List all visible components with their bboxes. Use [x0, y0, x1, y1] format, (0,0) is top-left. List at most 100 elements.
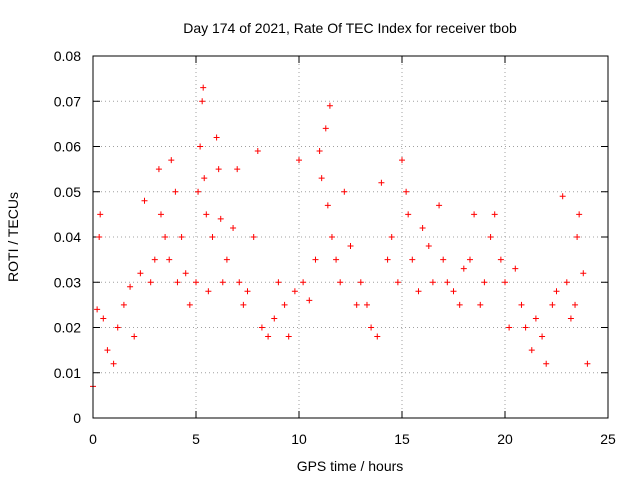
x-tick-label: 20 — [497, 431, 513, 447]
data-point — [240, 301, 247, 308]
data-point — [258, 324, 265, 331]
data-point — [306, 297, 313, 304]
data-point — [96, 234, 103, 240]
data-point — [127, 283, 134, 290]
data-point — [199, 98, 206, 105]
data-point — [347, 243, 354, 250]
data-point — [436, 202, 443, 209]
data-point — [275, 279, 282, 286]
data-point — [147, 279, 154, 286]
data-point — [285, 333, 292, 340]
data-point — [481, 279, 488, 286]
data-point — [137, 270, 144, 277]
data-point — [157, 211, 164, 218]
data-point — [549, 301, 556, 308]
plot-frame — [92, 55, 609, 419]
data-point — [328, 234, 335, 240]
data-point — [271, 315, 278, 322]
data-point — [553, 288, 560, 295]
data-point — [174, 279, 181, 286]
data-point — [110, 360, 117, 367]
data-point — [203, 211, 210, 218]
data-point — [419, 224, 426, 231]
data-point — [567, 315, 574, 322]
data-point — [363, 301, 370, 308]
data-point — [244, 288, 251, 295]
data-point — [201, 175, 208, 182]
data-point — [197, 143, 204, 150]
data-point — [584, 360, 591, 367]
data-point — [337, 279, 344, 286]
data-point — [166, 256, 173, 263]
data-point — [223, 256, 230, 263]
y-tick-label: 0.01 — [54, 365, 81, 381]
data-point — [403, 188, 410, 195]
y-tick-label: 0.08 — [54, 48, 81, 64]
data-point — [312, 256, 319, 263]
data-point — [215, 166, 222, 173]
data-point — [333, 256, 340, 263]
data-point — [318, 175, 325, 182]
data-point — [394, 279, 401, 286]
data-point — [300, 279, 307, 286]
data-point — [322, 125, 329, 132]
x-tick-label: 5 — [192, 431, 200, 447]
data-point — [576, 211, 583, 218]
data-point — [236, 279, 243, 286]
data-point — [456, 301, 463, 308]
data-point — [104, 347, 111, 354]
data-point — [572, 301, 579, 308]
data-point — [155, 166, 162, 173]
x-tick-label: 0 — [89, 431, 97, 447]
data-point — [487, 234, 494, 240]
y-tick-label: 0 — [73, 410, 81, 426]
x-tick-labels: 0 5 10 15 20 25 — [89, 431, 616, 447]
data-point — [193, 279, 199, 286]
y-tick-label: 0.07 — [54, 93, 81, 109]
y-axis-label: ROTI / TECUs — [5, 192, 21, 282]
data-point — [281, 301, 288, 308]
data-point — [296, 157, 302, 164]
data-point — [574, 234, 581, 240]
data-point — [522, 324, 529, 331]
data-point — [471, 211, 478, 218]
x-axis-label: GPS time / hours — [297, 458, 404, 474]
y-tick-labels: 0 0.01 0.02 0.03 0.04 0.05 0.06 0.07 0.08 — [54, 48, 81, 426]
data-point — [316, 148, 323, 155]
data-point — [168, 157, 175, 164]
data-point — [200, 84, 207, 91]
data-point — [388, 234, 395, 240]
data-point — [250, 234, 257, 240]
data-point — [425, 243, 432, 250]
data-points — [90, 84, 591, 390]
data-point — [172, 188, 179, 195]
data-point — [353, 301, 360, 308]
data-point — [460, 265, 467, 272]
x-tick-label: 15 — [394, 431, 410, 447]
data-point — [265, 333, 272, 340]
data-point — [559, 193, 566, 200]
data-point — [429, 279, 436, 286]
data-point — [324, 202, 331, 209]
data-point — [141, 197, 148, 204]
y-tick-label: 0.05 — [54, 184, 81, 200]
data-point — [178, 234, 185, 240]
data-point — [378, 179, 385, 186]
data-point — [518, 301, 525, 308]
data-point — [254, 148, 261, 155]
data-point — [97, 211, 104, 218]
data-point — [506, 324, 513, 331]
data-point — [477, 301, 484, 308]
data-point — [291, 288, 298, 295]
y-tick-label: 0.03 — [54, 274, 81, 290]
data-point — [182, 270, 189, 277]
data-point — [450, 288, 457, 295]
data-point — [205, 288, 212, 295]
data-point — [502, 279, 508, 286]
x-tick-label: 25 — [600, 431, 616, 447]
y-tick-label: 0.06 — [54, 139, 81, 155]
data-point — [409, 256, 416, 263]
data-point — [580, 270, 587, 277]
